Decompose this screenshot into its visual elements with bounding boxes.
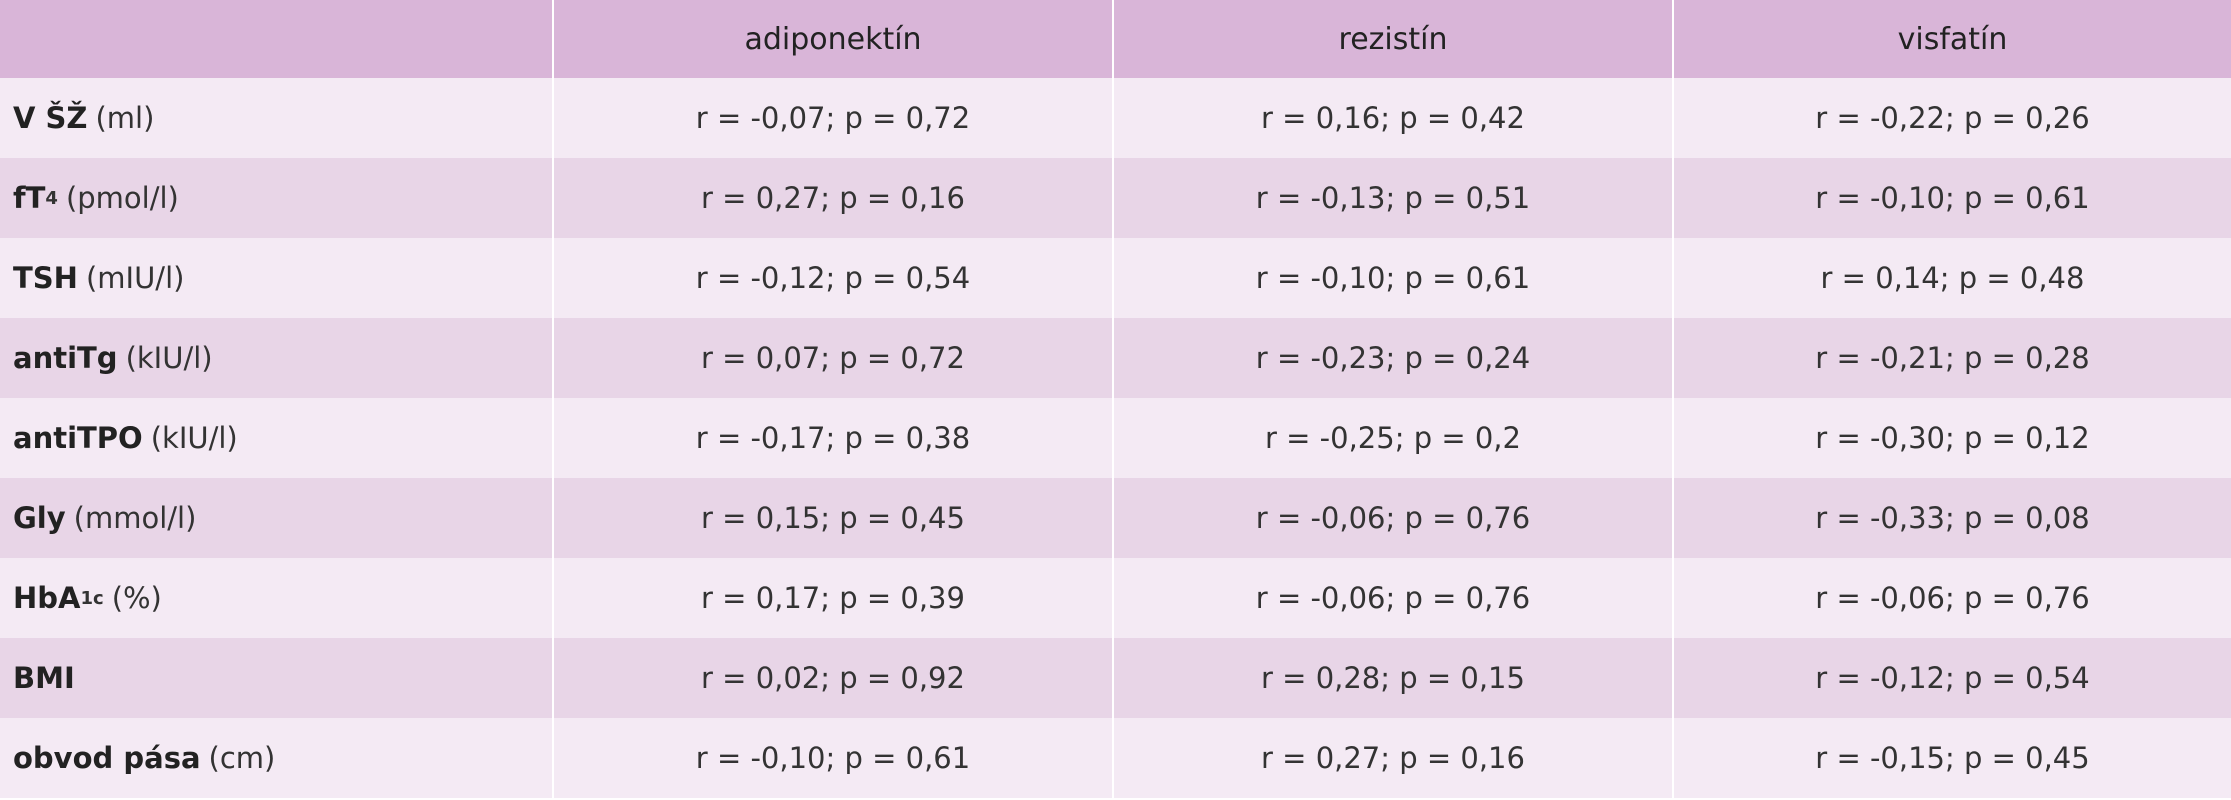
data-cell: r = -0,30; p = 0,12 (1672, 398, 2231, 478)
row-label: TSH (mIU/l) (0, 238, 552, 318)
row-unit: (kIU/l) (125, 341, 213, 375)
row-unit: (pmol/l) (65, 181, 179, 215)
data-cell: r = -0,15; p = 0,45 (1672, 718, 2231, 798)
row-unit: (mIU/l) (85, 261, 185, 295)
header-cell: visfatín (1672, 0, 2231, 78)
data-cell: r = -0,21; p = 0,28 (1672, 318, 2231, 398)
data-cell: r = -0,10; p = 0,61 (552, 718, 1112, 798)
row-unit: (%) (111, 581, 162, 615)
data-cell: r = 0,17; p = 0,39 (552, 558, 1112, 638)
data-cell: r = -0,10; p = 0,61 (1112, 238, 1672, 318)
row-label: fT 4 (pmol/l) (0, 158, 552, 238)
data-cell: r = 0,27; p = 0,16 (552, 158, 1112, 238)
data-cell: r = -0,06; p = 0,76 (1112, 478, 1672, 558)
row-name: fT (13, 181, 46, 215)
data-cell: r = -0,33; p = 0,08 (1672, 478, 2231, 558)
row-name: BMI (13, 661, 75, 695)
data-cell: r = 0,02; p = 0,92 (552, 638, 1112, 718)
row-unit: (cm) (208, 741, 276, 775)
data-cell: r = 0,28; p = 0,15 (1112, 638, 1672, 718)
row-subscript: 4 (45, 187, 58, 209)
data-cell: r = -0,10; p = 0,61 (1672, 158, 2231, 238)
row-label: V ŠŽ (ml) (0, 78, 552, 158)
data-cell: r = 0,14; p = 0,48 (1672, 238, 2231, 318)
row-name: antiTPO (13, 421, 143, 455)
row-label: Gly (mmol/l) (0, 478, 552, 558)
row-name: Gly (13, 501, 66, 535)
data-cell: r = -0,06; p = 0,76 (1672, 558, 2231, 638)
row-unit: (ml) (95, 101, 155, 135)
data-cell: r = -0,06; p = 0,76 (1112, 558, 1672, 638)
data-cell: r = -0,07; p = 0,72 (552, 78, 1112, 158)
row-subscript: 1c (80, 587, 104, 609)
data-cell: r = -0,25; p = 0,2 (1112, 398, 1672, 478)
data-cell: r = -0,22; p = 0,26 (1672, 78, 2231, 158)
row-name: antiTg (13, 341, 118, 375)
row-label: obvod pása (cm) (0, 718, 552, 798)
row-name: V ŠŽ (13, 101, 88, 135)
row-label: BMI (0, 638, 552, 718)
row-unit: (kIU/l) (150, 421, 238, 455)
row-name: obvod pása (13, 741, 201, 775)
row-name: HbA (13, 581, 81, 615)
data-cell: r = 0,16; p = 0,42 (1112, 78, 1672, 158)
data-cell: r = 0,15; p = 0,45 (552, 478, 1112, 558)
header-cell: rezistín (1112, 0, 1672, 78)
data-cell: r = -0,12; p = 0,54 (1672, 638, 2231, 718)
row-name: TSH (13, 261, 78, 295)
row-unit: (mmol/l) (73, 501, 197, 535)
row-label: antiTPO (kIU/l) (0, 398, 552, 478)
row-label: antiTg (kIU/l) (0, 318, 552, 398)
row-label: HbA 1c (%) (0, 558, 552, 638)
data-cell: r = -0,12; p = 0,54 (552, 238, 1112, 318)
header-cell (0, 0, 552, 78)
data-cell: r = -0,13; p = 0,51 (1112, 158, 1672, 238)
data-cell: r = 0,27; p = 0,16 (1112, 718, 1672, 798)
data-cell: r = -0,23; p = 0,24 (1112, 318, 1672, 398)
data-cell: r = 0,07; p = 0,72 (552, 318, 1112, 398)
header-cell: adiponektín (552, 0, 1112, 78)
data-cell: r = -0,17; p = 0,38 (552, 398, 1112, 478)
